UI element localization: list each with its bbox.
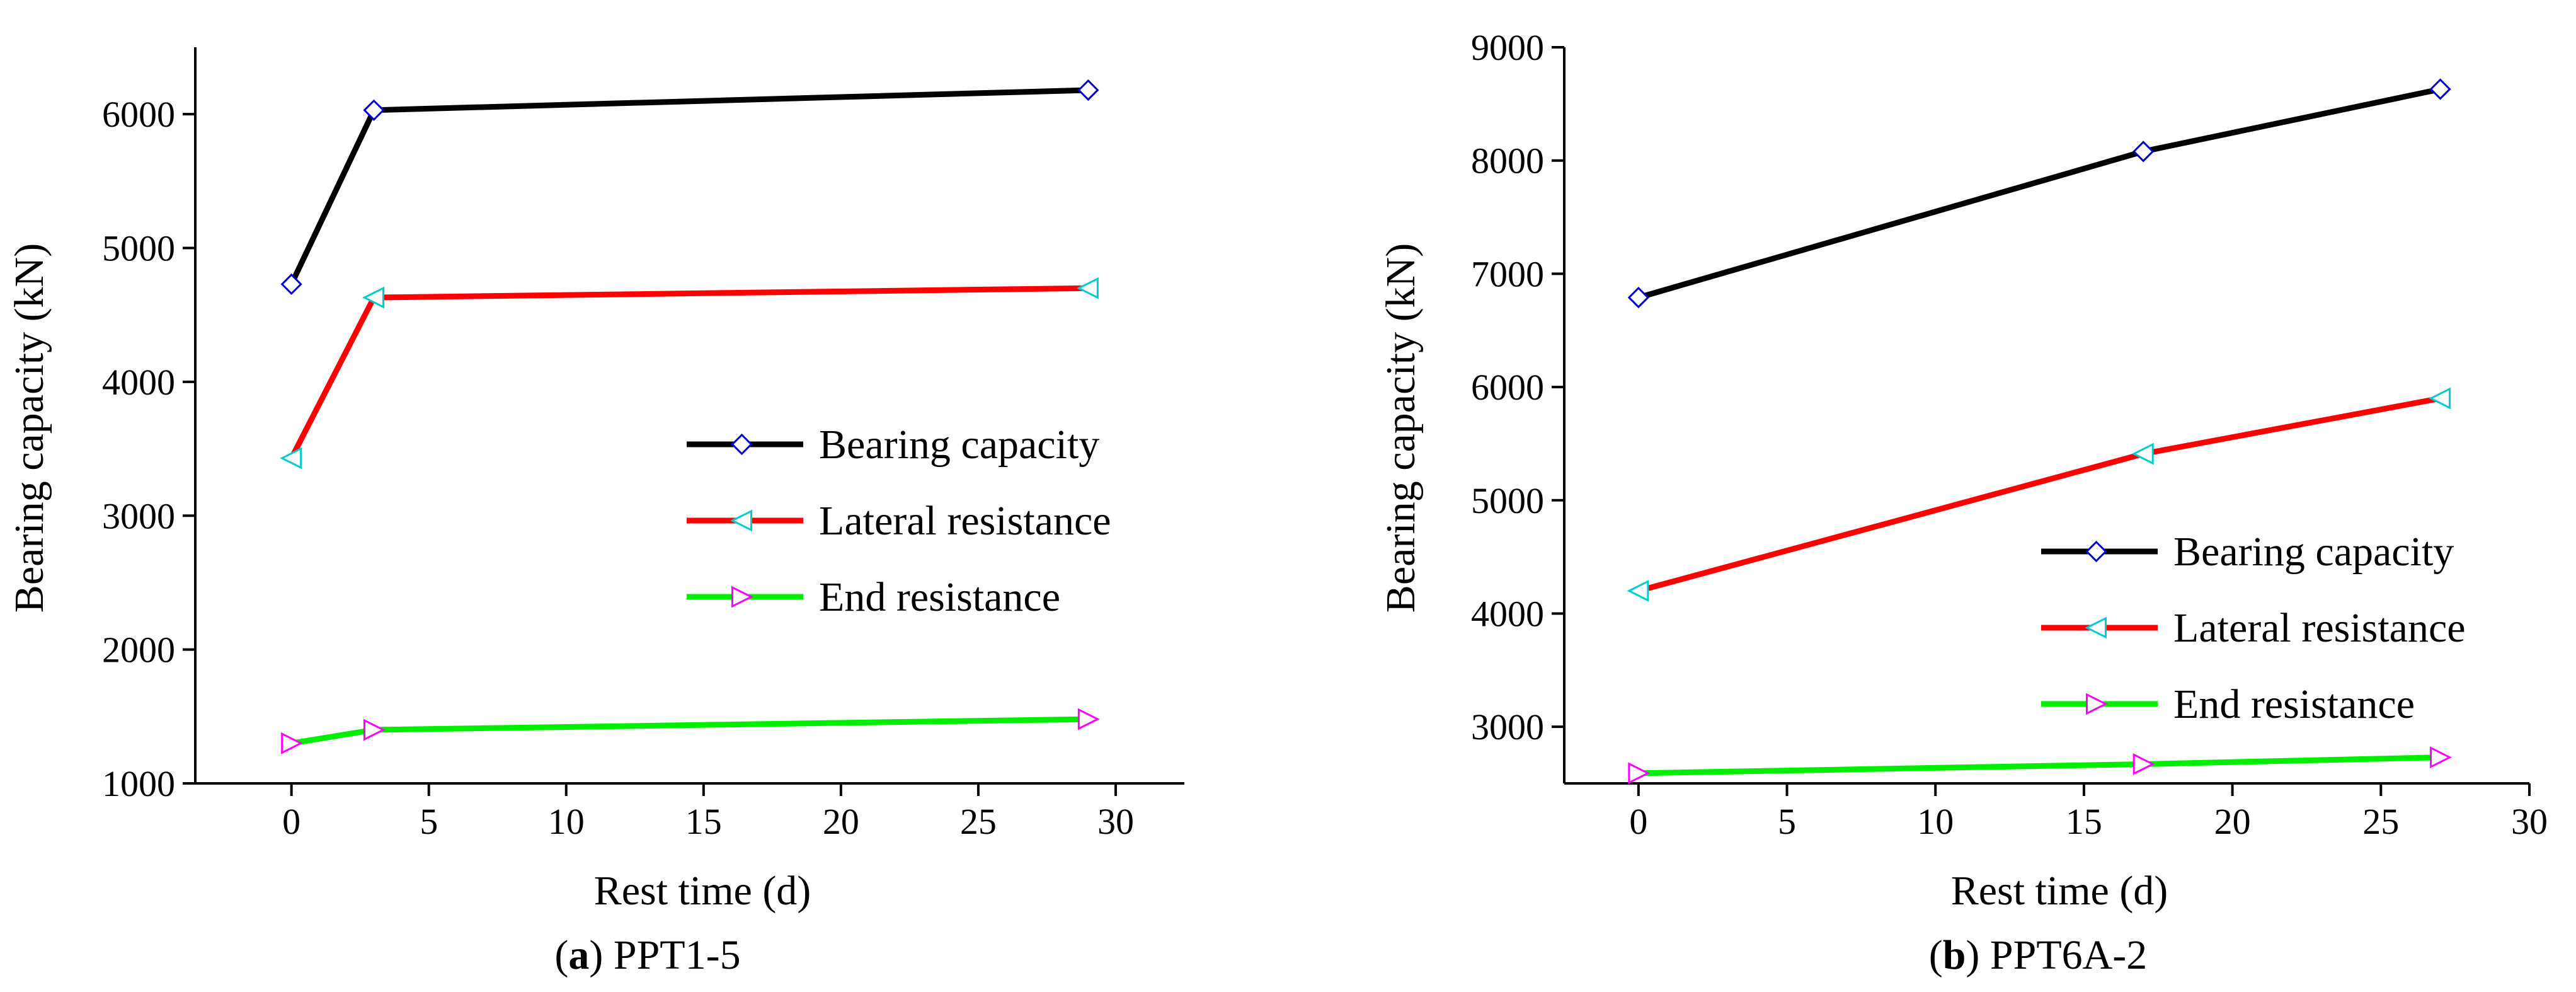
chart-2-series-1 [1627,78,2451,309]
chart-1-data-point [363,718,386,741]
chart-2: 0 5 10 15 20 25 30 3000 4000 5000 6000 7000 8000 9000… [1378,27,2548,978]
chart-1-series-1 [280,79,1099,296]
chart-2-x-axis-title: Rest time (d) [1951,868,2168,914]
chart-1-y-tick-label: 6000 [102,94,175,135]
chart-1-caption: (a) PPT1-5 [554,932,740,978]
chart-2-caption-close: ) [1966,932,1989,978]
chart-2-y-tick-label: 4000 [1471,593,1544,634]
chart-2-x-tick-label: 5 [1778,801,1796,842]
chart-1-x-tick-label: 25 [960,801,997,842]
chart-2-caption-open: ( [1929,932,1943,978]
chart-2-data-point [1627,286,1649,309]
chart-1-data-point [363,99,385,121]
chart-1-data-point [280,273,302,296]
chart-1-series-line [290,716,1089,746]
chart-1-y-tick-label: 4000 [102,362,175,403]
chart-1-x-tick-label: 20 [823,801,859,842]
chart-2-legend-label: Bearing capacity [2173,529,2454,575]
chart-1-x-tick-label: 0 [282,801,301,842]
chart-1-caption-open: ( [554,932,568,978]
chart-1-y-axis-title: Bearing capacity (kN) [6,243,52,613]
chart-2-y-tick-label: 9000 [1471,27,1544,68]
chart-2-data-point [1628,762,1651,785]
chart-2-series-line [1637,86,2441,301]
chart-2-data-point [2131,442,2154,465]
chart-2-x-tick-label: 10 [1917,801,1954,842]
chart-2-series-line [1638,754,2441,776]
chart-2-x-tick-label: 30 [2511,801,2548,842]
chart-1-caption-text: PPT1-5 [614,932,741,978]
chart-2-y-axis-title: Bearing capacity (kN) [1378,243,1424,613]
chart-1-data-point [362,286,384,309]
chart-1-x-tick-label: 15 [685,801,722,842]
chart-2-data-point [2429,387,2451,410]
chart-1-caption-label: a [568,932,589,978]
chart-2-legend-label: Lateral resistance [2173,605,2466,651]
chart-1-x-tick-label: 5 [420,801,438,842]
chart-2-data-point [2430,746,2452,769]
chart-2-caption-label: b [1943,932,1966,978]
chart-2-y-tick-label: 5000 [1471,480,1544,521]
chart-2-legend-entry: End resistance [2041,681,2415,727]
chart-2-y-tick-label: 6000 [1471,367,1544,408]
chart-2-data-point [1627,580,1649,602]
chart-1-legend-label: End resistance [819,574,1060,620]
chart-1-series-2 [280,277,1099,470]
chart-1-y-tick-label: 1000 [102,763,175,804]
chart-2-legend-marker [2085,616,2107,639]
chart-1-legend-label: Lateral resistance [819,498,1111,544]
chart-2-y-tick-label: 7000 [1471,253,1544,294]
chart-2-y-tick-label: 8000 [1471,141,1544,182]
chart-2-data-point [2132,141,2155,163]
chart-2-x-tick-label: 0 [1629,801,1647,842]
chart-1-y-tick-label: 3000 [102,495,175,536]
chart-1-legend-marker [731,585,753,608]
chart-2-legend-label: End resistance [2173,681,2415,727]
chart-1: 0 5 10 15 20 25 30 1000 2000 3000 4000 5000 6000 Rest… [6,47,1184,978]
chart-2-caption-text: PPT6A-2 [1990,932,2147,978]
chart-1-legend-marker [731,433,753,456]
chart-1-legend-marker [730,509,752,532]
chart-1-legend-entry: Lateral resistance [687,498,1111,544]
chart-1-legend-label: Bearing capacity [819,422,1099,468]
chart-2-x-tick-label: 25 [2362,801,2399,842]
chart-2-legend-entry: Bearing capacity [2041,529,2454,575]
chart-1-data-point [281,732,303,754]
chart-1-legend-entry: End resistance [687,574,1060,620]
chart-1-data-point [1077,79,1099,101]
chart-1-data-point [1077,708,1100,730]
chart-1-y-tick-label: 2000 [102,630,175,671]
chart-1-data-point [280,447,302,470]
chart-2-data-point [2429,78,2451,100]
chart-1-y-tick-label: 5000 [102,228,175,269]
chart-2-x-tick-label: 15 [2066,801,2102,842]
chart-1-x-axis-title: Rest time (d) [594,868,811,914]
chart-1-x-tick-label: 10 [548,801,585,842]
chart-2-data-point [2132,753,2155,775]
chart-2-legend-marker [2085,540,2107,563]
chart-2-y-tick-label: 3000 [1471,707,1544,747]
chart-1-data-point [1077,277,1099,299]
chart-2-caption: (b) PPT6A-2 [1929,932,2148,978]
chart-2-series-3 [1628,746,2452,785]
chart-1-legend-entry: Bearing capacity [687,422,1099,468]
chart-2-legend-marker [2086,693,2108,715]
chart-1-series-3 [281,708,1100,754]
chart-2-x-tick-label: 20 [2214,801,2251,842]
chart-1-series-line [289,87,1089,285]
chart-2-series-2 [1627,387,2451,602]
chart-2-legend-entry: Lateral resistance [2041,605,2466,651]
chart-1-caption-close: ) [589,932,613,978]
chart-1-x-tick-label: 30 [1097,801,1134,842]
